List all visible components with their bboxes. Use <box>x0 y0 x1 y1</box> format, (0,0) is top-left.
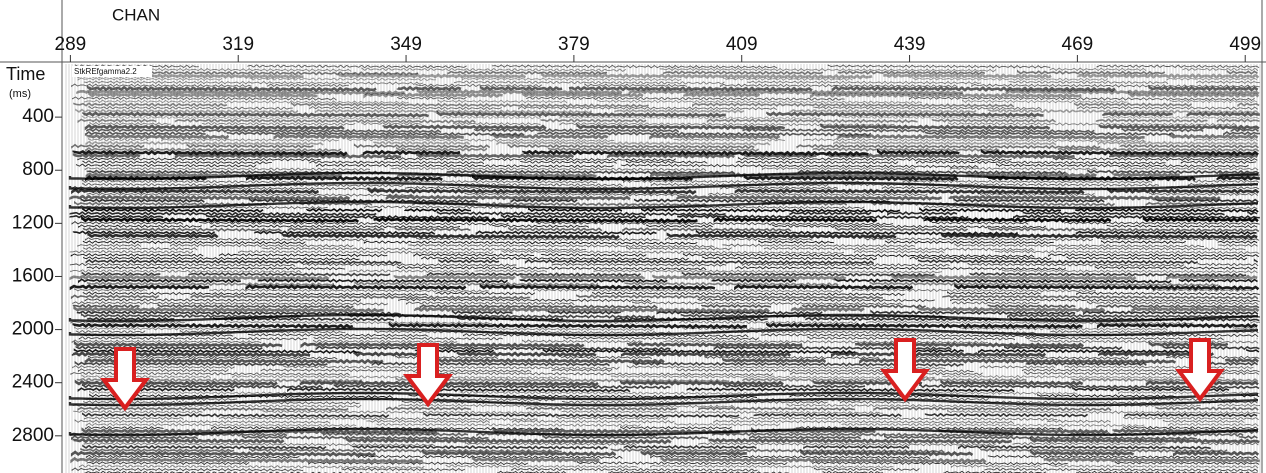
chart: CHAN Time (ms) StkREfgamma2.2 289 319 349 3… <box>0 0 1266 473</box>
x-tick-label: 289 <box>55 34 87 55</box>
y-axis-unit: (ms) <box>9 88 31 100</box>
y-tick-label: 400 <box>22 106 54 127</box>
x-tick-label: 319 <box>222 34 254 55</box>
y-tick-label: 2400 <box>12 372 54 393</box>
x-tick-label: 499 <box>1229 34 1261 55</box>
x-tick-label: 469 <box>1062 34 1094 55</box>
x-axis-label: CHAN <box>112 5 160 24</box>
y-tick-label: 2800 <box>12 425 54 446</box>
panel-label: StkREfgamma2.2 <box>74 67 137 76</box>
y-tick-label: 800 <box>22 159 54 180</box>
x-tick-label: 379 <box>558 34 590 55</box>
x-tick-label: 439 <box>894 34 926 55</box>
y-tick-label: 2000 <box>12 319 54 340</box>
y-axis-label: Time <box>6 64 45 84</box>
x-tick-label: 349 <box>390 34 422 55</box>
x-tick-label: 409 <box>726 34 758 55</box>
y-tick-label: 1600 <box>12 265 54 286</box>
y-tick-label: 1200 <box>12 212 54 233</box>
